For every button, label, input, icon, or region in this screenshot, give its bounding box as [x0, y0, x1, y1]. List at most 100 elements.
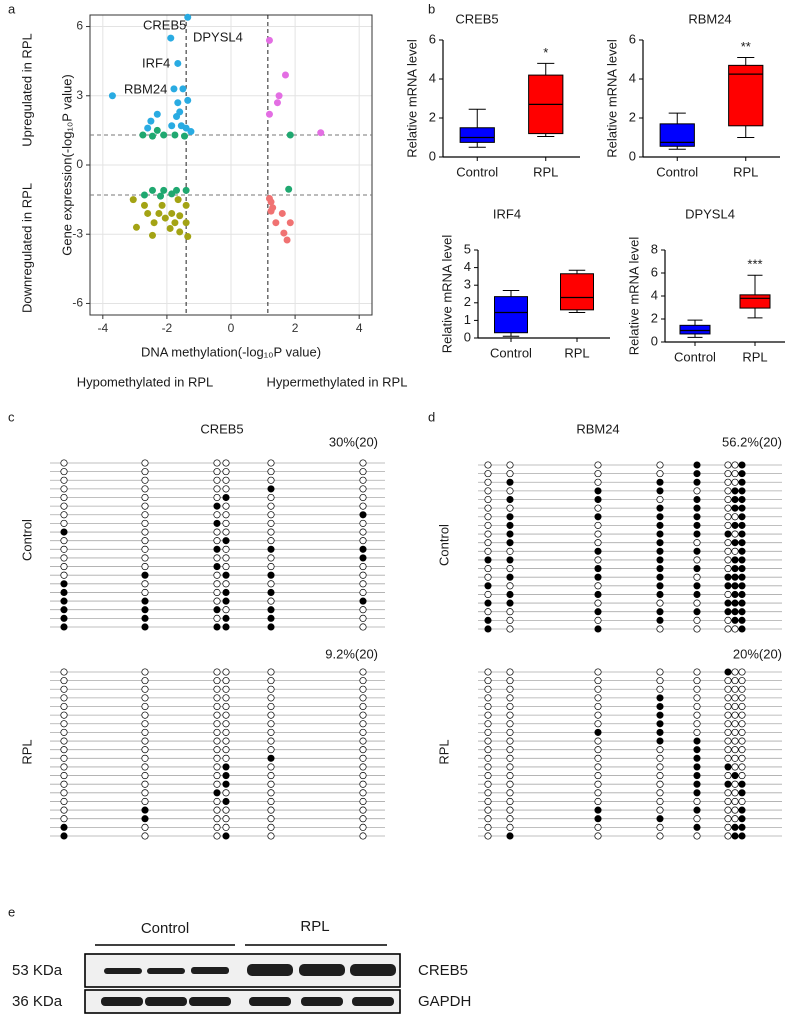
- cpg-site: [60, 797, 68, 806]
- cpg-site: [213, 832, 221, 840]
- cpg-site: [213, 772, 221, 780]
- gene-title: RBM24: [576, 421, 619, 436]
- upper-whisker: [668, 112, 686, 124]
- cpg-site: [693, 495, 701, 504]
- point: [275, 92, 283, 100]
- cpg-site: [222, 737, 230, 745]
- cpg-site: [594, 599, 602, 607]
- cpg-site: [60, 711, 68, 719]
- cpg-site: [506, 702, 514, 711]
- cpg-site: [731, 565, 739, 573]
- point: [283, 236, 291, 244]
- cpg-site: [731, 789, 739, 797]
- cpg-site: [213, 789, 221, 797]
- cpg-site: [222, 459, 230, 467]
- point: [158, 201, 166, 209]
- cpg-site: [213, 519, 221, 527]
- y-tick-label: -3: [72, 226, 83, 240]
- cpg-site: [731, 694, 739, 702]
- cpg-site: [359, 815, 367, 823]
- cpg-site: [738, 573, 746, 581]
- cpg-site: [484, 487, 492, 495]
- cpg-site: [738, 754, 746, 762]
- point: [317, 129, 325, 137]
- x-tick-label: RPL: [742, 349, 767, 364]
- cpg-site: [267, 711, 275, 719]
- cpg-site: [359, 789, 367, 797]
- cpg-site: [506, 461, 514, 469]
- cpg-site: [222, 571, 230, 579]
- cpg-site: [594, 789, 602, 797]
- point: [179, 85, 187, 93]
- panel-letter: c: [8, 409, 15, 424]
- cpg-site: [738, 702, 746, 711]
- cpg-site: [506, 728, 514, 736]
- cpg-site: [693, 539, 701, 547]
- cpg-site: [213, 537, 221, 545]
- cpg-site: [484, 582, 492, 590]
- cpg-site: [656, 668, 664, 676]
- cpg-site: [594, 608, 602, 616]
- cpg-site: [267, 571, 275, 579]
- cpg-site: [693, 668, 701, 676]
- gene-title: CREB5: [200, 421, 243, 436]
- cpg-site: [484, 513, 492, 521]
- cpg-site: [222, 780, 230, 788]
- cpg-site: [484, 677, 492, 685]
- cpg-site: [359, 780, 367, 788]
- cpg-site: [656, 728, 664, 736]
- cpg-site: [731, 763, 739, 771]
- point: [166, 224, 174, 232]
- cpg-site: [656, 737, 664, 745]
- cpg-site: [60, 571, 68, 579]
- cpg-site: [594, 677, 602, 685]
- cpg-site: [141, 597, 149, 605]
- cpg-site: [141, 563, 149, 571]
- cpg-site: [656, 547, 664, 555]
- y-axis-label: Gene expression(-log₁₀P value): [59, 74, 74, 256]
- cpg-site: [141, 720, 149, 728]
- point: [286, 219, 294, 227]
- cpg-site: [656, 573, 664, 581]
- cpg-site: [359, 754, 367, 762]
- cpg-site: [594, 694, 602, 702]
- cpg-site: [484, 668, 492, 676]
- cpg-site: [693, 806, 701, 814]
- cpg-site: [506, 470, 514, 478]
- cpg-site: [693, 461, 701, 469]
- cpg-site: [594, 504, 602, 512]
- cpg-site: [359, 668, 367, 676]
- point: [157, 192, 164, 200]
- cpg-site: [484, 702, 492, 711]
- cpg-site: [222, 711, 230, 719]
- band: [145, 997, 187, 1006]
- cpg-site: [484, 539, 492, 547]
- cpg-site: [213, 728, 221, 736]
- upper-whisker: [747, 274, 763, 295]
- cpg-site: [738, 832, 746, 840]
- cpg-site: [731, 599, 739, 607]
- cpg-site: [693, 772, 701, 780]
- cpg-site: [484, 547, 492, 555]
- y-tick-label: 3: [464, 277, 471, 292]
- plot-border: [89, 14, 373, 316]
- cpg-site: [594, 470, 602, 478]
- cpg-site: [738, 772, 746, 780]
- cpg-site: [60, 554, 68, 562]
- cpg-site: [141, 588, 149, 597]
- cpg-site: [267, 728, 275, 736]
- cpg-site: [738, 547, 746, 555]
- cpg-site: [213, 711, 221, 719]
- point: [144, 209, 152, 217]
- cpg-site: [738, 539, 746, 547]
- cpg-site: [222, 554, 230, 562]
- cpg-site: [506, 582, 514, 590]
- cpg-site: [656, 702, 664, 711]
- cpg-site: [484, 711, 492, 719]
- cpg-site: [731, 470, 739, 478]
- cpg-site: [594, 487, 602, 495]
- cpg-site: [60, 694, 68, 702]
- cpg-site: [359, 597, 367, 605]
- side-label: Hypomethylated in RPL: [77, 374, 214, 389]
- cpg-site: [222, 511, 230, 519]
